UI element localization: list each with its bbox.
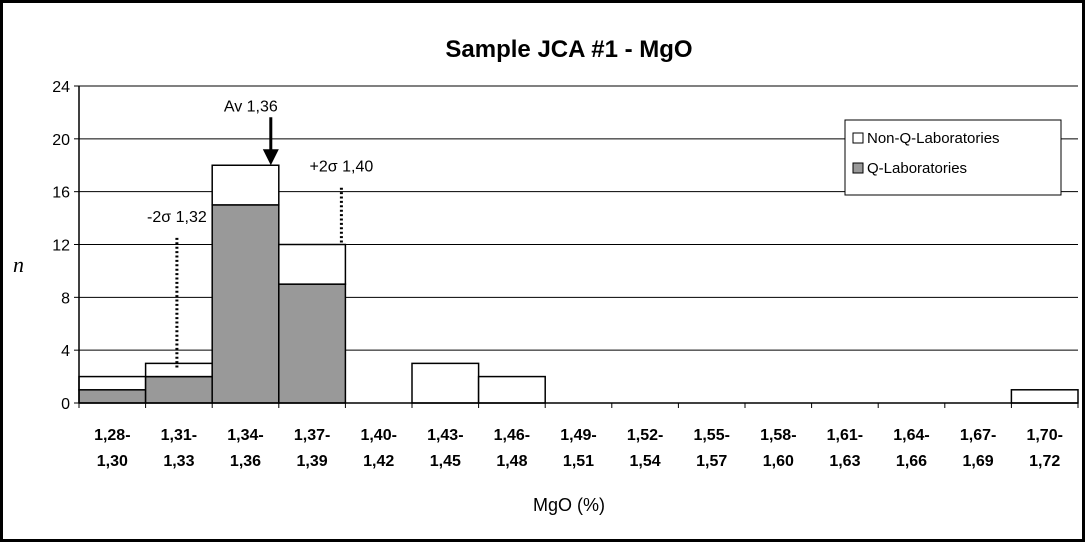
x-tick-label: 1,49- 1,51 bbox=[560, 427, 596, 470]
x-tick-label-line: 1,57 bbox=[696, 453, 727, 470]
bar-non-q-laboratories bbox=[1010, 389, 1079, 404]
x-tick-label-line: 1,30 bbox=[97, 453, 128, 470]
x-tick-label: 1,67- 1,69 bbox=[960, 427, 996, 470]
x-tick-label-line: 1,70- bbox=[1026, 427, 1062, 444]
x-tick-label-line: 1,48 bbox=[496, 453, 527, 470]
y-tick-label: 20 bbox=[52, 132, 70, 149]
x-tick-label: 1,31- 1,33 bbox=[161, 427, 197, 470]
x-tick-label-line: 1,43- bbox=[427, 427, 463, 444]
bar-non-q-laboratories bbox=[477, 375, 546, 404]
x-tick-label: 1,34- 1,36 bbox=[227, 427, 263, 470]
bar-non-q-laboratories bbox=[144, 362, 213, 378]
y-tick-label: 12 bbox=[52, 238, 70, 255]
y-tick-labels: 0 4 8 12 16 20 24 bbox=[52, 79, 70, 413]
y-tick-label: 0 bbox=[61, 396, 70, 413]
x-tick-label-line: 1,52- bbox=[627, 427, 663, 444]
legend-label: Q-Laboratories bbox=[867, 160, 967, 177]
histogram-chart: Sample JCA #1 - MgO 0 4 8 12 16 20 24 1,28- 1,3… bbox=[13, 36, 1079, 515]
legend-swatch bbox=[852, 162, 864, 174]
x-axis-label: MgO (%) bbox=[533, 495, 605, 515]
y-axis-label: n bbox=[13, 252, 24, 277]
x-tick-label: 1,37- 1,39 bbox=[294, 427, 330, 470]
bar-non-q-laboratories bbox=[278, 243, 347, 285]
y-tick-label: 16 bbox=[52, 185, 70, 202]
annotations: Av 1,36 -2σ 1,32 +2σ 1,40 bbox=[147, 98, 374, 369]
x-tick-label-line: 1,55- bbox=[693, 427, 729, 444]
x-tick-label-line: 1,37- bbox=[294, 427, 330, 444]
x-tick-label: 1,46- 1,48 bbox=[494, 427, 530, 470]
bar-q-laboratories bbox=[278, 283, 347, 404]
x-tick-label: 1,43- 1,45 bbox=[427, 427, 463, 470]
legend-box bbox=[844, 119, 1062, 196]
x-tick-label-line: 1,40- bbox=[360, 427, 396, 444]
y-tick-label: 4 bbox=[61, 343, 70, 360]
x-tick-label: 1,64- 1,66 bbox=[893, 427, 929, 470]
x-tick-label-line: 1,28- bbox=[94, 427, 130, 444]
sigma-label: +2σ 1,40 bbox=[310, 159, 374, 176]
y-tick-label: 8 bbox=[61, 290, 70, 307]
legend: Non-Q-Laboratories Q-Laboratories bbox=[844, 119, 1062, 196]
bar-non-q-laboratories bbox=[411, 362, 480, 404]
x-tick-label: 1,52- 1,54 bbox=[627, 427, 663, 470]
x-tick-label-line: 1,66 bbox=[896, 453, 927, 470]
x-tick-label-line: 1,63 bbox=[829, 453, 860, 470]
x-tick-labels: 1,28- 1,30 1,31- 1,33 1,34- 1,36 1,37- 1,39 1,40… bbox=[94, 427, 1063, 470]
bar-non-q-laboratories bbox=[78, 375, 147, 391]
axes bbox=[74, 85, 1079, 408]
x-tick-label: 1,40- 1,42 bbox=[360, 427, 396, 470]
y-tick-label: 24 bbox=[52, 79, 70, 96]
x-tick-label: 1,70- 1,72 bbox=[1026, 427, 1062, 470]
x-tick-label-line: 1,61- bbox=[827, 427, 863, 444]
x-tick-label-line: 1,54 bbox=[630, 453, 661, 470]
x-tick-label-line: 1,46- bbox=[494, 427, 530, 444]
bars bbox=[78, 164, 1079, 404]
x-tick-label-line: 1,49- bbox=[560, 427, 596, 444]
legend-swatch bbox=[852, 132, 864, 144]
x-tick-label-line: 1,69 bbox=[963, 453, 994, 470]
bar-q-laboratories bbox=[211, 204, 280, 404]
average-label: Av 1,36 bbox=[224, 98, 278, 115]
x-tick-label: 1,55- 1,57 bbox=[693, 427, 729, 470]
chart-title: Sample JCA #1 - MgO bbox=[445, 36, 692, 63]
x-tick-label: 1,28- 1,30 bbox=[94, 427, 130, 470]
x-tick-label-line: 1,64- bbox=[893, 427, 929, 444]
x-tick-label-line: 1,33 bbox=[163, 453, 194, 470]
bar-non-q-laboratories bbox=[211, 164, 280, 206]
bar-q-laboratories bbox=[144, 375, 213, 404]
x-tick-label-line: 1,36 bbox=[230, 453, 261, 470]
x-tick-label: 1,58- 1,60 bbox=[760, 427, 796, 470]
x-tick-label-line: 1,42 bbox=[363, 453, 394, 470]
x-tick-label-line: 1,51 bbox=[563, 453, 594, 470]
sigma-label: -2σ 1,32 bbox=[147, 209, 207, 226]
x-tick-label-line: 1,45 bbox=[430, 453, 461, 470]
x-tick-label: 1,61- 1,63 bbox=[827, 427, 863, 470]
bar-q-laboratories bbox=[78, 389, 147, 404]
x-tick-label-line: 1,67- bbox=[960, 427, 996, 444]
x-tick-label-line: 1,39 bbox=[297, 453, 328, 470]
x-tick-label-line: 1,34- bbox=[227, 427, 263, 444]
x-tick-label-line: 1,60 bbox=[763, 453, 794, 470]
average-arrow-head bbox=[262, 149, 279, 166]
x-tick-label-line: 1,58- bbox=[760, 427, 796, 444]
legend-label: Non-Q-Laboratories bbox=[867, 130, 1000, 147]
x-tick-label-line: 1,31- bbox=[161, 427, 197, 444]
x-tick-label-line: 1,72 bbox=[1029, 453, 1060, 470]
